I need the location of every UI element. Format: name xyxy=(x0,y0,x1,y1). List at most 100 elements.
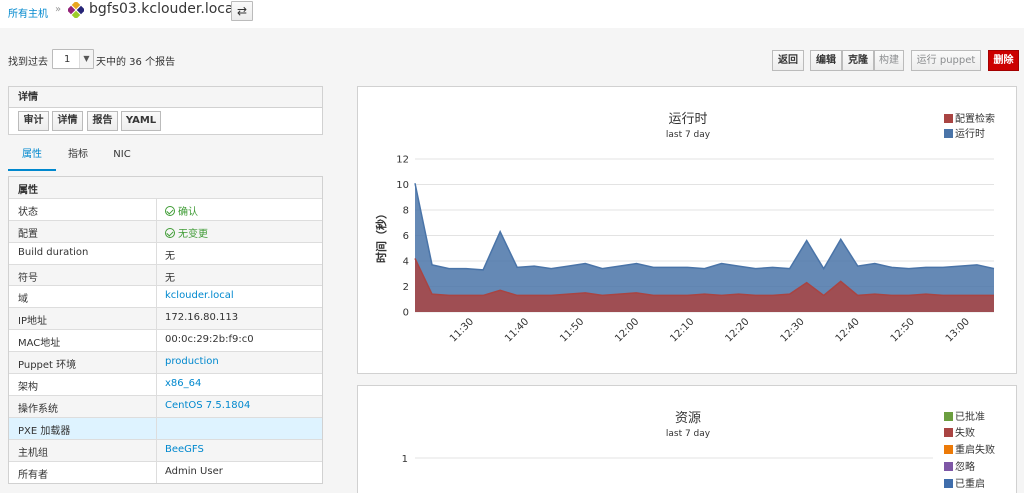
runtime-chart-title: 运行时 xyxy=(668,112,708,127)
legend-label: 重启失败 xyxy=(955,445,995,456)
x-tick-label: 11:50 xyxy=(558,316,586,344)
property-key: Puppet 环境 xyxy=(18,360,77,372)
breadcrumb-separator: » xyxy=(55,4,62,15)
top-bar: 所有主机 » bgfs03.kclouder.local ⇄ xyxy=(0,0,1024,28)
host-title: bgfs03.kclouder.local xyxy=(89,1,238,17)
property-value-status: 确认 xyxy=(165,203,198,218)
table-row: Puppet 环境 production xyxy=(9,352,322,375)
table-row: 架构 x86_64 xyxy=(9,374,322,396)
yaml-button[interactable]: YAML xyxy=(121,111,161,131)
legend-label: 失败 xyxy=(955,428,975,439)
table-row: 主机组 BeeGFS xyxy=(9,439,322,462)
chevron-down-icon: ▼ xyxy=(79,50,93,68)
x-tick-label: 12:40 xyxy=(834,316,862,344)
runtime-chart: 0 2 4 6 8 10 12 时间（秒） 11:30 11:40 11:50 12:00 12:10 1… xyxy=(374,155,995,345)
resources-chart-panel: 资源 last 7 day 已批准 失败 重启失败 忽略 已重启 1 xyxy=(357,385,1017,493)
legend-label: 忽略 xyxy=(955,462,975,473)
property-key: Build duration xyxy=(18,246,89,258)
property-value: 172.16.80.113 xyxy=(165,312,239,324)
x-tick-label: 12:00 xyxy=(613,316,641,344)
status-value-text: 确认 xyxy=(178,206,198,218)
legend-swatch xyxy=(944,412,953,421)
legend-skipped[interactable]: 忽略 xyxy=(944,458,975,473)
puppet-environment-link[interactable]: production xyxy=(165,356,219,368)
table-row: 状态 确认 xyxy=(9,198,322,221)
property-value: 无 xyxy=(165,272,175,284)
y-tick-label: 8 xyxy=(403,206,409,217)
tab-properties[interactable]: 属性 xyxy=(8,142,56,171)
x-tick-label: 12:50 xyxy=(889,316,917,344)
details-panel: 详情 审计 详情 报告 YAML xyxy=(8,86,323,135)
table-row: 域 kclouder.local xyxy=(9,286,322,309)
property-key: 架构 xyxy=(18,382,38,394)
property-key: 域 xyxy=(18,294,28,306)
legend-config-retrieval[interactable]: 配置检索 xyxy=(944,110,995,125)
tab-nic[interactable]: NIC xyxy=(113,149,131,160)
check-circle-icon xyxy=(165,205,175,216)
operating-system-link[interactable]: CentOS 7.5.1804 xyxy=(165,399,251,411)
reports-button[interactable]: 报告 xyxy=(87,111,118,131)
properties-header: 属性 xyxy=(9,177,322,199)
y-tick-label: 1 xyxy=(402,454,408,465)
x-tick-label: 11:30 xyxy=(448,316,476,344)
architecture-link[interactable]: x86_64 xyxy=(165,378,202,390)
clone-button[interactable]: 克隆 xyxy=(842,50,874,71)
resources-chart: 1 xyxy=(402,454,933,465)
y-tick-label: 4 xyxy=(403,257,409,268)
tab-metrics[interactable]: 指标 xyxy=(68,149,88,160)
line-config-retrieval xyxy=(414,258,994,297)
legend-label: 已重启 xyxy=(955,479,985,490)
x-tick-label: 12:10 xyxy=(668,316,696,344)
edit-button[interactable]: 编辑 xyxy=(810,50,842,71)
legend-swatch xyxy=(944,479,953,488)
breadcrumb-all-hosts-link[interactable]: 所有主机 xyxy=(8,9,48,20)
table-row: IP地址 172.16.80.113 xyxy=(9,308,322,331)
legend-approved[interactable]: 已批准 xyxy=(944,408,985,423)
report-days-select[interactable]: 1 ▼ xyxy=(52,49,94,69)
back-button[interactable]: 返回 xyxy=(772,50,804,71)
property-key: 主机组 xyxy=(18,447,48,459)
property-value: 无 xyxy=(165,250,175,262)
legend-swatch xyxy=(944,114,953,123)
legend-failed[interactable]: 失败 xyxy=(944,424,975,439)
details-button[interactable]: 详情 xyxy=(52,111,83,131)
table-row: 操作系统 CentOS 7.5.1804 xyxy=(9,395,322,418)
properties-header-label: 属性 xyxy=(18,185,38,196)
hostgroup-link[interactable]: BeeGFS xyxy=(165,443,204,455)
table-row: 配置 无变更 xyxy=(9,220,322,243)
property-key: 状态 xyxy=(18,206,38,218)
property-key: 配置 xyxy=(18,228,38,240)
resources-chart-subtitle: last 7 day xyxy=(665,429,711,439)
os-logo-icon xyxy=(68,2,84,18)
y-tick-label: 2 xyxy=(403,282,409,293)
table-row: MAC地址 00:0c:29:2b:f9:c0 xyxy=(9,330,322,353)
runtime-chart-panel: 运行时 last 7 day 配置检索 运行时 0 2 4 6 8 10 12 时间（秒） 11… xyxy=(357,86,1017,374)
y-tick-label: 10 xyxy=(396,180,409,191)
x-tick-label: 13:00 xyxy=(944,316,972,344)
legend-swatch xyxy=(944,445,953,454)
audit-button[interactable]: 审计 xyxy=(18,111,49,131)
legend-restarted[interactable]: 已重启 xyxy=(944,475,985,490)
details-panel-title: 详情 xyxy=(9,87,322,108)
legend-label: 已批准 xyxy=(955,412,985,423)
table-row: PXE 加载器 xyxy=(9,417,322,440)
domain-link[interactable]: kclouder.local xyxy=(165,290,234,302)
legend-runtime[interactable]: 运行时 xyxy=(944,125,985,140)
property-key: 符号 xyxy=(18,272,38,284)
legend-swatch xyxy=(944,129,953,138)
property-value-config: 无变更 xyxy=(165,225,208,240)
x-tick-label: 12:30 xyxy=(779,316,807,344)
run-puppet-button[interactable]: 运行 puppet xyxy=(911,50,981,71)
build-button[interactable]: 构建 xyxy=(874,50,904,71)
report-range-prefix: 找到过去 xyxy=(8,57,48,68)
area-config-retrieval xyxy=(415,258,994,312)
y-tick-label: 12 xyxy=(396,155,409,166)
legend-restart-failed[interactable]: 重启失败 xyxy=(944,441,995,456)
host-switcher-button[interactable]: ⇄ xyxy=(231,1,253,21)
table-row: 符号 无 xyxy=(9,264,322,287)
config-value-text: 无变更 xyxy=(178,228,208,240)
x-tick-label: 11:40 xyxy=(503,316,531,344)
table-row: Build duration 无 xyxy=(9,242,322,265)
delete-button[interactable]: 删除 xyxy=(988,50,1019,71)
report-days-value: 1 xyxy=(64,54,71,65)
